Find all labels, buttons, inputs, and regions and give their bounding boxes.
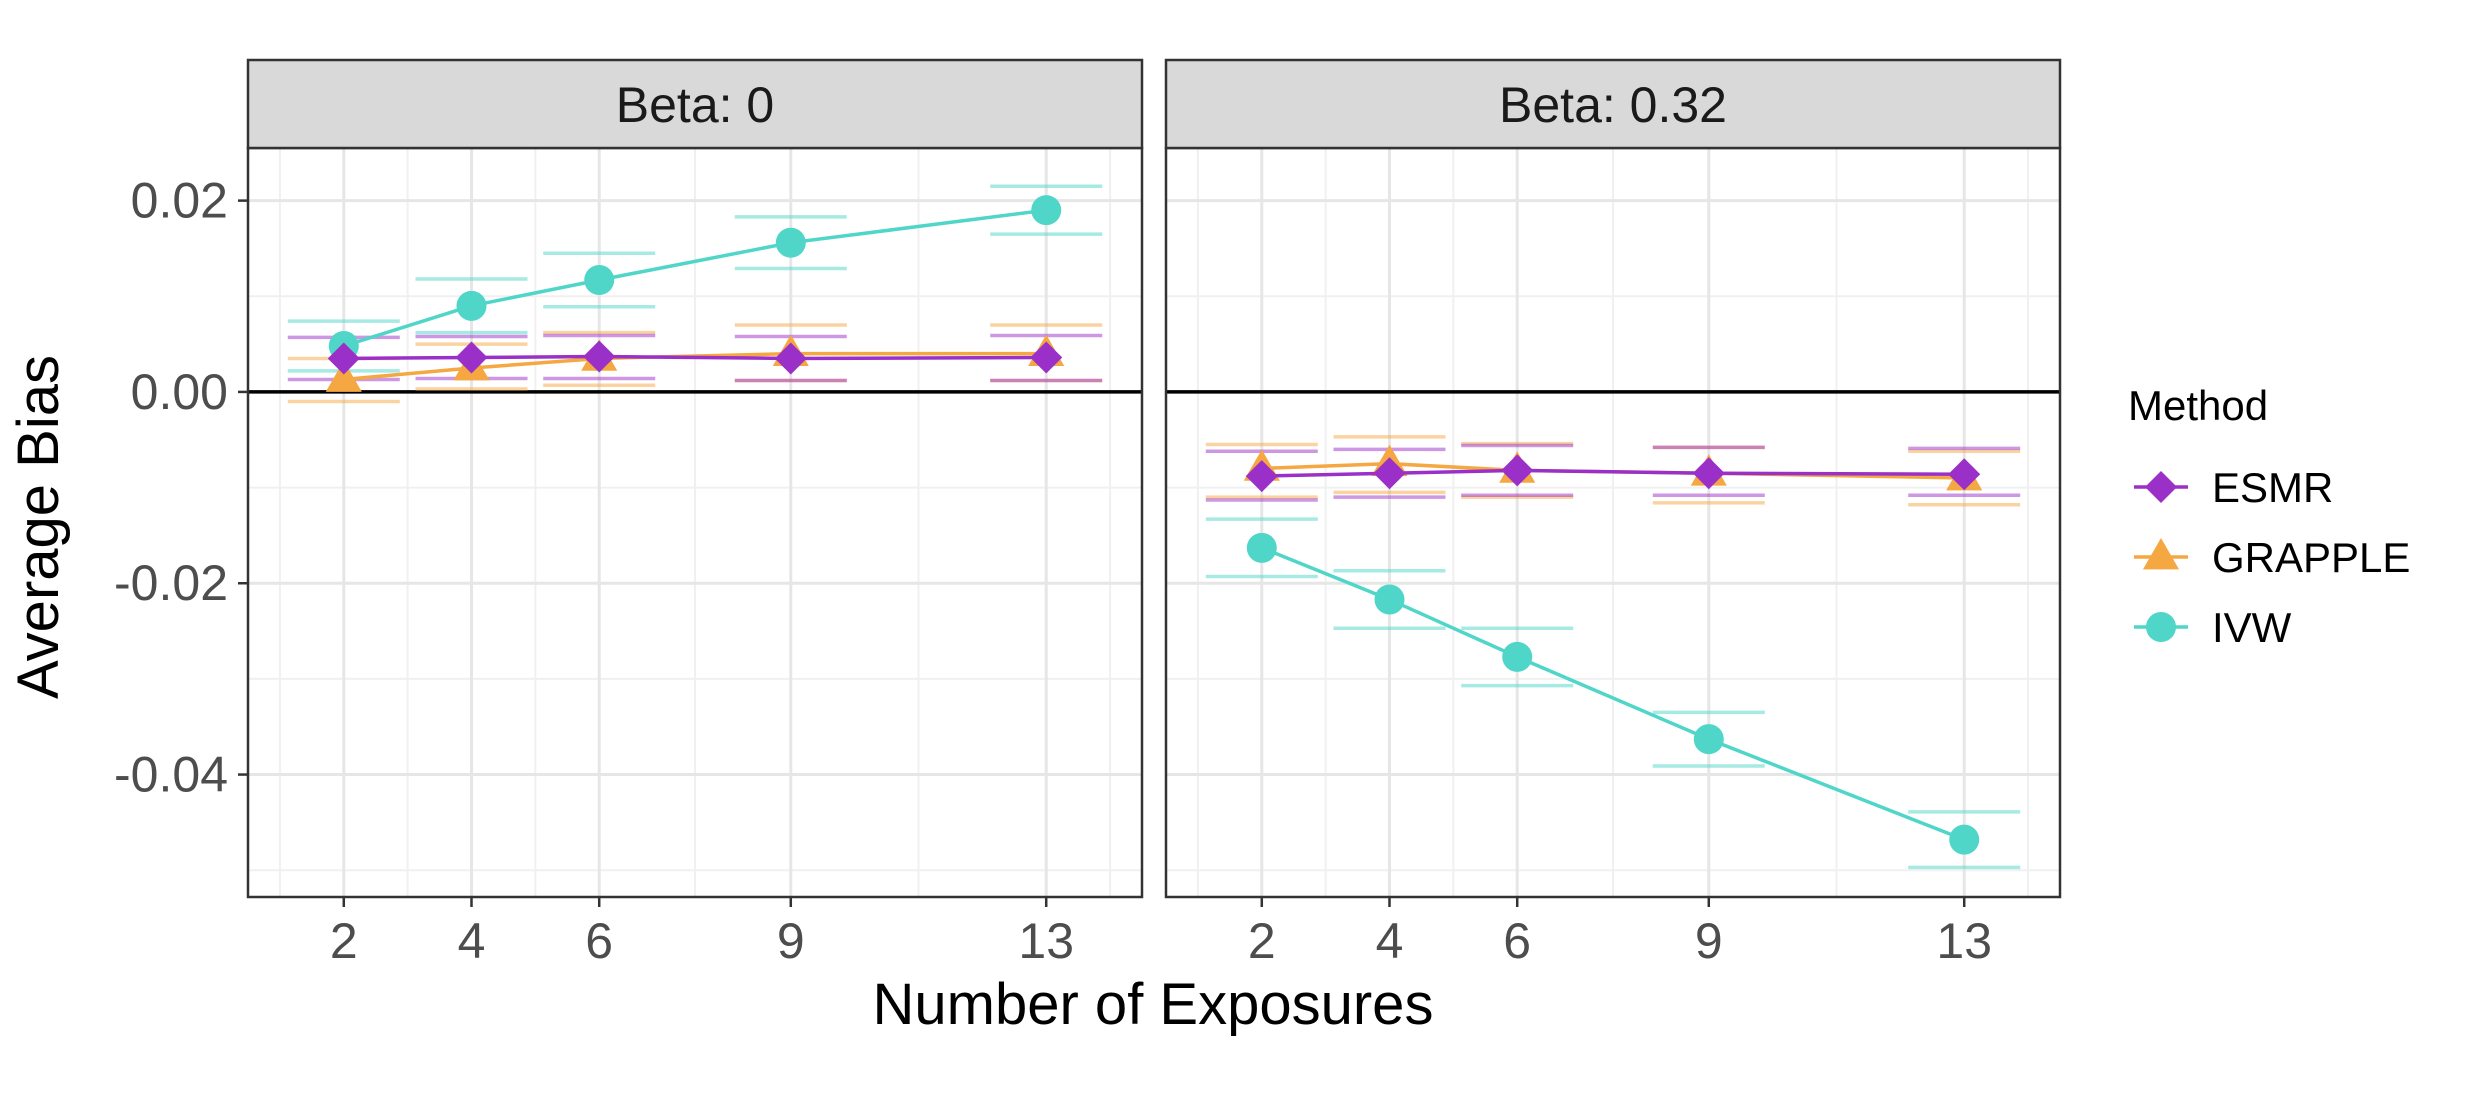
legend-item-ivw: IVW — [2134, 604, 2292, 651]
y-tick-label: 0.00 — [131, 364, 228, 420]
ivw-point — [1949, 824, 1980, 855]
y-tick-label: -0.04 — [114, 747, 228, 803]
esmr-point — [1692, 457, 1725, 490]
ivw-point — [1031, 195, 1062, 226]
esmr-point — [1245, 460, 1278, 493]
ivw-point — [1246, 532, 1277, 563]
esmr-legend-marker — [2145, 471, 2177, 503]
esmr-point — [774, 342, 807, 375]
x-tick-label: 4 — [1376, 913, 1404, 969]
legend-label: IVW — [2212, 604, 2292, 651]
x-axis-title: Number of Exposures — [873, 972, 1434, 1037]
y-axis-title: Average Bias — [6, 355, 71, 699]
x-tick-label: 4 — [458, 913, 486, 969]
panel-2: Beta: 0.32 2 4 6 9 13 — [1164, 58, 2062, 969]
x-tick-label: 13 — [1018, 913, 1074, 969]
grapple-legend-marker — [2142, 538, 2180, 570]
legend-label: GRAPPLE — [2212, 534, 2410, 581]
legend: Method ESMR GRAPPLE IVW — [2128, 382, 2410, 651]
ivw-point — [775, 227, 806, 258]
x-tick-label: 2 — [330, 913, 358, 969]
y-tick-label: 0.02 — [131, 173, 228, 229]
esmr-point — [327, 342, 360, 375]
ivw-point — [584, 265, 615, 296]
legend-title: Method — [2128, 382, 2268, 429]
esmr-point — [455, 341, 488, 374]
esmr-point — [583, 340, 616, 373]
esmr-point — [1501, 454, 1534, 487]
facet-strip — [1164, 58, 2062, 150]
ivw-legend-marker — [2146, 612, 2176, 642]
x-tick-label: 6 — [1503, 913, 1531, 969]
x-tick-label: 13 — [1936, 913, 1992, 969]
x-tick-label: 9 — [777, 913, 805, 969]
panels-layer: Beta: 0 2 4 6 9 13 0.02 0.00 -0.02 -0.04 Beta: 0.3… — [114, 58, 2062, 969]
y-tick-label: -0.02 — [114, 555, 228, 611]
ivw-point — [456, 290, 487, 321]
x-tick-label: 6 — [585, 913, 613, 969]
esmr-point — [1948, 458, 1981, 491]
panel-1: Beta: 0 2 4 6 9 13 0.02 0.00 -0.02 -0.04 — [114, 58, 1144, 969]
x-tick-label: 2 — [1248, 913, 1276, 969]
facet-strip — [246, 58, 1144, 150]
ivw-point — [1502, 641, 1533, 672]
esmr-point — [1030, 341, 1063, 374]
esmr-point — [1373, 457, 1406, 490]
esmr-line — [343, 354, 1047, 361]
ivw-point — [1693, 724, 1724, 755]
facet-strip-label: Beta: 0 — [616, 77, 774, 133]
legend-label: ESMR — [2212, 464, 2333, 511]
legend-item-grapple: GRAPPLE — [2134, 534, 2410, 581]
x-tick-label: 9 — [1695, 913, 1723, 969]
facet-strip-label: Beta: 0.32 — [1499, 77, 1727, 133]
legend-item-esmr: ESMR — [2134, 464, 2333, 511]
ivw-point — [1374, 584, 1405, 615]
grapple-point — [325, 360, 362, 392]
